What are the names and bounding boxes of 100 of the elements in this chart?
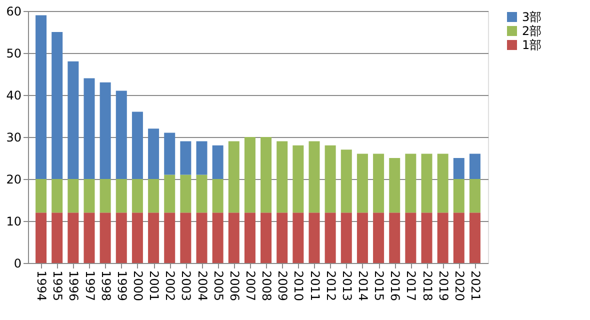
- x-tick-label: 2006: [227, 270, 242, 302]
- bar: [244, 212, 256, 263]
- x-tick-label: 2021: [468, 270, 482, 302]
- x-tick-label: 2007: [243, 270, 258, 302]
- bar: [437, 212, 448, 263]
- bar: [100, 212, 111, 263]
- bar: [389, 212, 400, 263]
- bar: [292, 212, 304, 263]
- x-tick-label: 2017: [404, 270, 418, 302]
- bar: [132, 212, 143, 263]
- x-tick-label: 2014: [356, 270, 370, 302]
- bar: [453, 179, 464, 213]
- bar: [36, 212, 47, 263]
- x-tick-label: 1997: [82, 270, 97, 302]
- bar: [373, 212, 384, 263]
- bar: [212, 179, 224, 213]
- bar: [164, 132, 176, 175]
- bar: [52, 32, 63, 179]
- bar: [469, 154, 480, 179]
- bar: [148, 128, 160, 179]
- legend-label: 2部: [522, 24, 542, 38]
- bar: [453, 212, 464, 263]
- y-tick-label: 20: [6, 172, 22, 186]
- bar: [116, 90, 127, 179]
- bar: [36, 179, 47, 213]
- bar: [340, 150, 352, 213]
- x-tick-label: 2016: [388, 270, 402, 302]
- bar: [196, 141, 208, 175]
- bar: [196, 212, 208, 263]
- bar: [437, 154, 448, 213]
- x-tick-label: 2000: [130, 270, 145, 302]
- y-tick-label: 10: [6, 214, 22, 228]
- x-tick-label: 1996: [66, 270, 81, 302]
- bar: [84, 212, 95, 263]
- bar: [148, 179, 160, 213]
- y-tick-label: 30: [6, 130, 22, 144]
- x-tick-label: 2005: [211, 270, 226, 302]
- bar: [180, 141, 192, 175]
- bar: [453, 158, 464, 179]
- bar: [308, 141, 320, 213]
- legend-label: 3部: [522, 10, 542, 24]
- bar: [164, 212, 176, 263]
- bar: [148, 212, 160, 263]
- bar: [52, 179, 63, 213]
- bar: [68, 179, 79, 213]
- x-tick-label: 2001: [147, 270, 162, 302]
- bar: [116, 179, 127, 213]
- x-tick-label: 2015: [372, 270, 386, 302]
- bar: [68, 61, 79, 179]
- x-tick-label: 2008: [260, 270, 274, 302]
- bar: [132, 179, 143, 213]
- bar: [244, 137, 256, 213]
- x-tick-label: 2013: [340, 270, 354, 302]
- bar: [260, 137, 272, 213]
- bar: [260, 212, 272, 263]
- bar: [164, 174, 176, 213]
- bar: [84, 179, 95, 213]
- bar: [373, 154, 384, 213]
- bar: [389, 158, 400, 213]
- x-tick-label: 2003: [179, 270, 194, 302]
- bar: [132, 112, 143, 179]
- bar: [228, 212, 240, 263]
- x-tick-label: 1999: [114, 270, 129, 302]
- y-tick-label: 40: [6, 88, 22, 102]
- bar: [356, 212, 368, 263]
- y-tick-label: 0: [14, 256, 22, 270]
- bar: [84, 78, 95, 179]
- bar: [52, 212, 63, 263]
- bar: [116, 212, 127, 263]
- bar: [469, 179, 480, 213]
- bar: [100, 82, 111, 179]
- x-tick-label: 2019: [436, 270, 450, 302]
- bar: [324, 212, 336, 263]
- x-tick-label: 2020: [452, 270, 466, 302]
- bar: [276, 141, 288, 213]
- bar: [228, 141, 240, 213]
- y-tick-label: 60: [6, 4, 22, 18]
- bar: [100, 179, 111, 213]
- x-tick-label: 2012: [324, 270, 338, 302]
- bar: [324, 145, 336, 213]
- bar: [180, 174, 192, 213]
- bar: [276, 212, 288, 263]
- x-tick-label: 2009: [276, 270, 290, 302]
- legend-label: 1部: [522, 38, 542, 52]
- x-tick-label: 2004: [195, 270, 210, 302]
- bar: [421, 154, 432, 213]
- bar: [469, 212, 480, 263]
- x-tick-label: 1998: [98, 270, 113, 302]
- bar: [180, 212, 192, 263]
- bar: [405, 212, 416, 263]
- x-tick-label: 2018: [420, 270, 434, 302]
- bar: [68, 212, 79, 263]
- bar: [292, 145, 304, 213]
- x-tick-label: 1994: [34, 270, 49, 302]
- bar: [212, 145, 224, 179]
- x-tick-label: 2011: [308, 270, 322, 302]
- x-tick-label: 2002: [163, 270, 178, 302]
- x-tick-label: 2010: [292, 270, 306, 302]
- bar: [340, 212, 352, 263]
- y-tick-label: 50: [6, 46, 22, 60]
